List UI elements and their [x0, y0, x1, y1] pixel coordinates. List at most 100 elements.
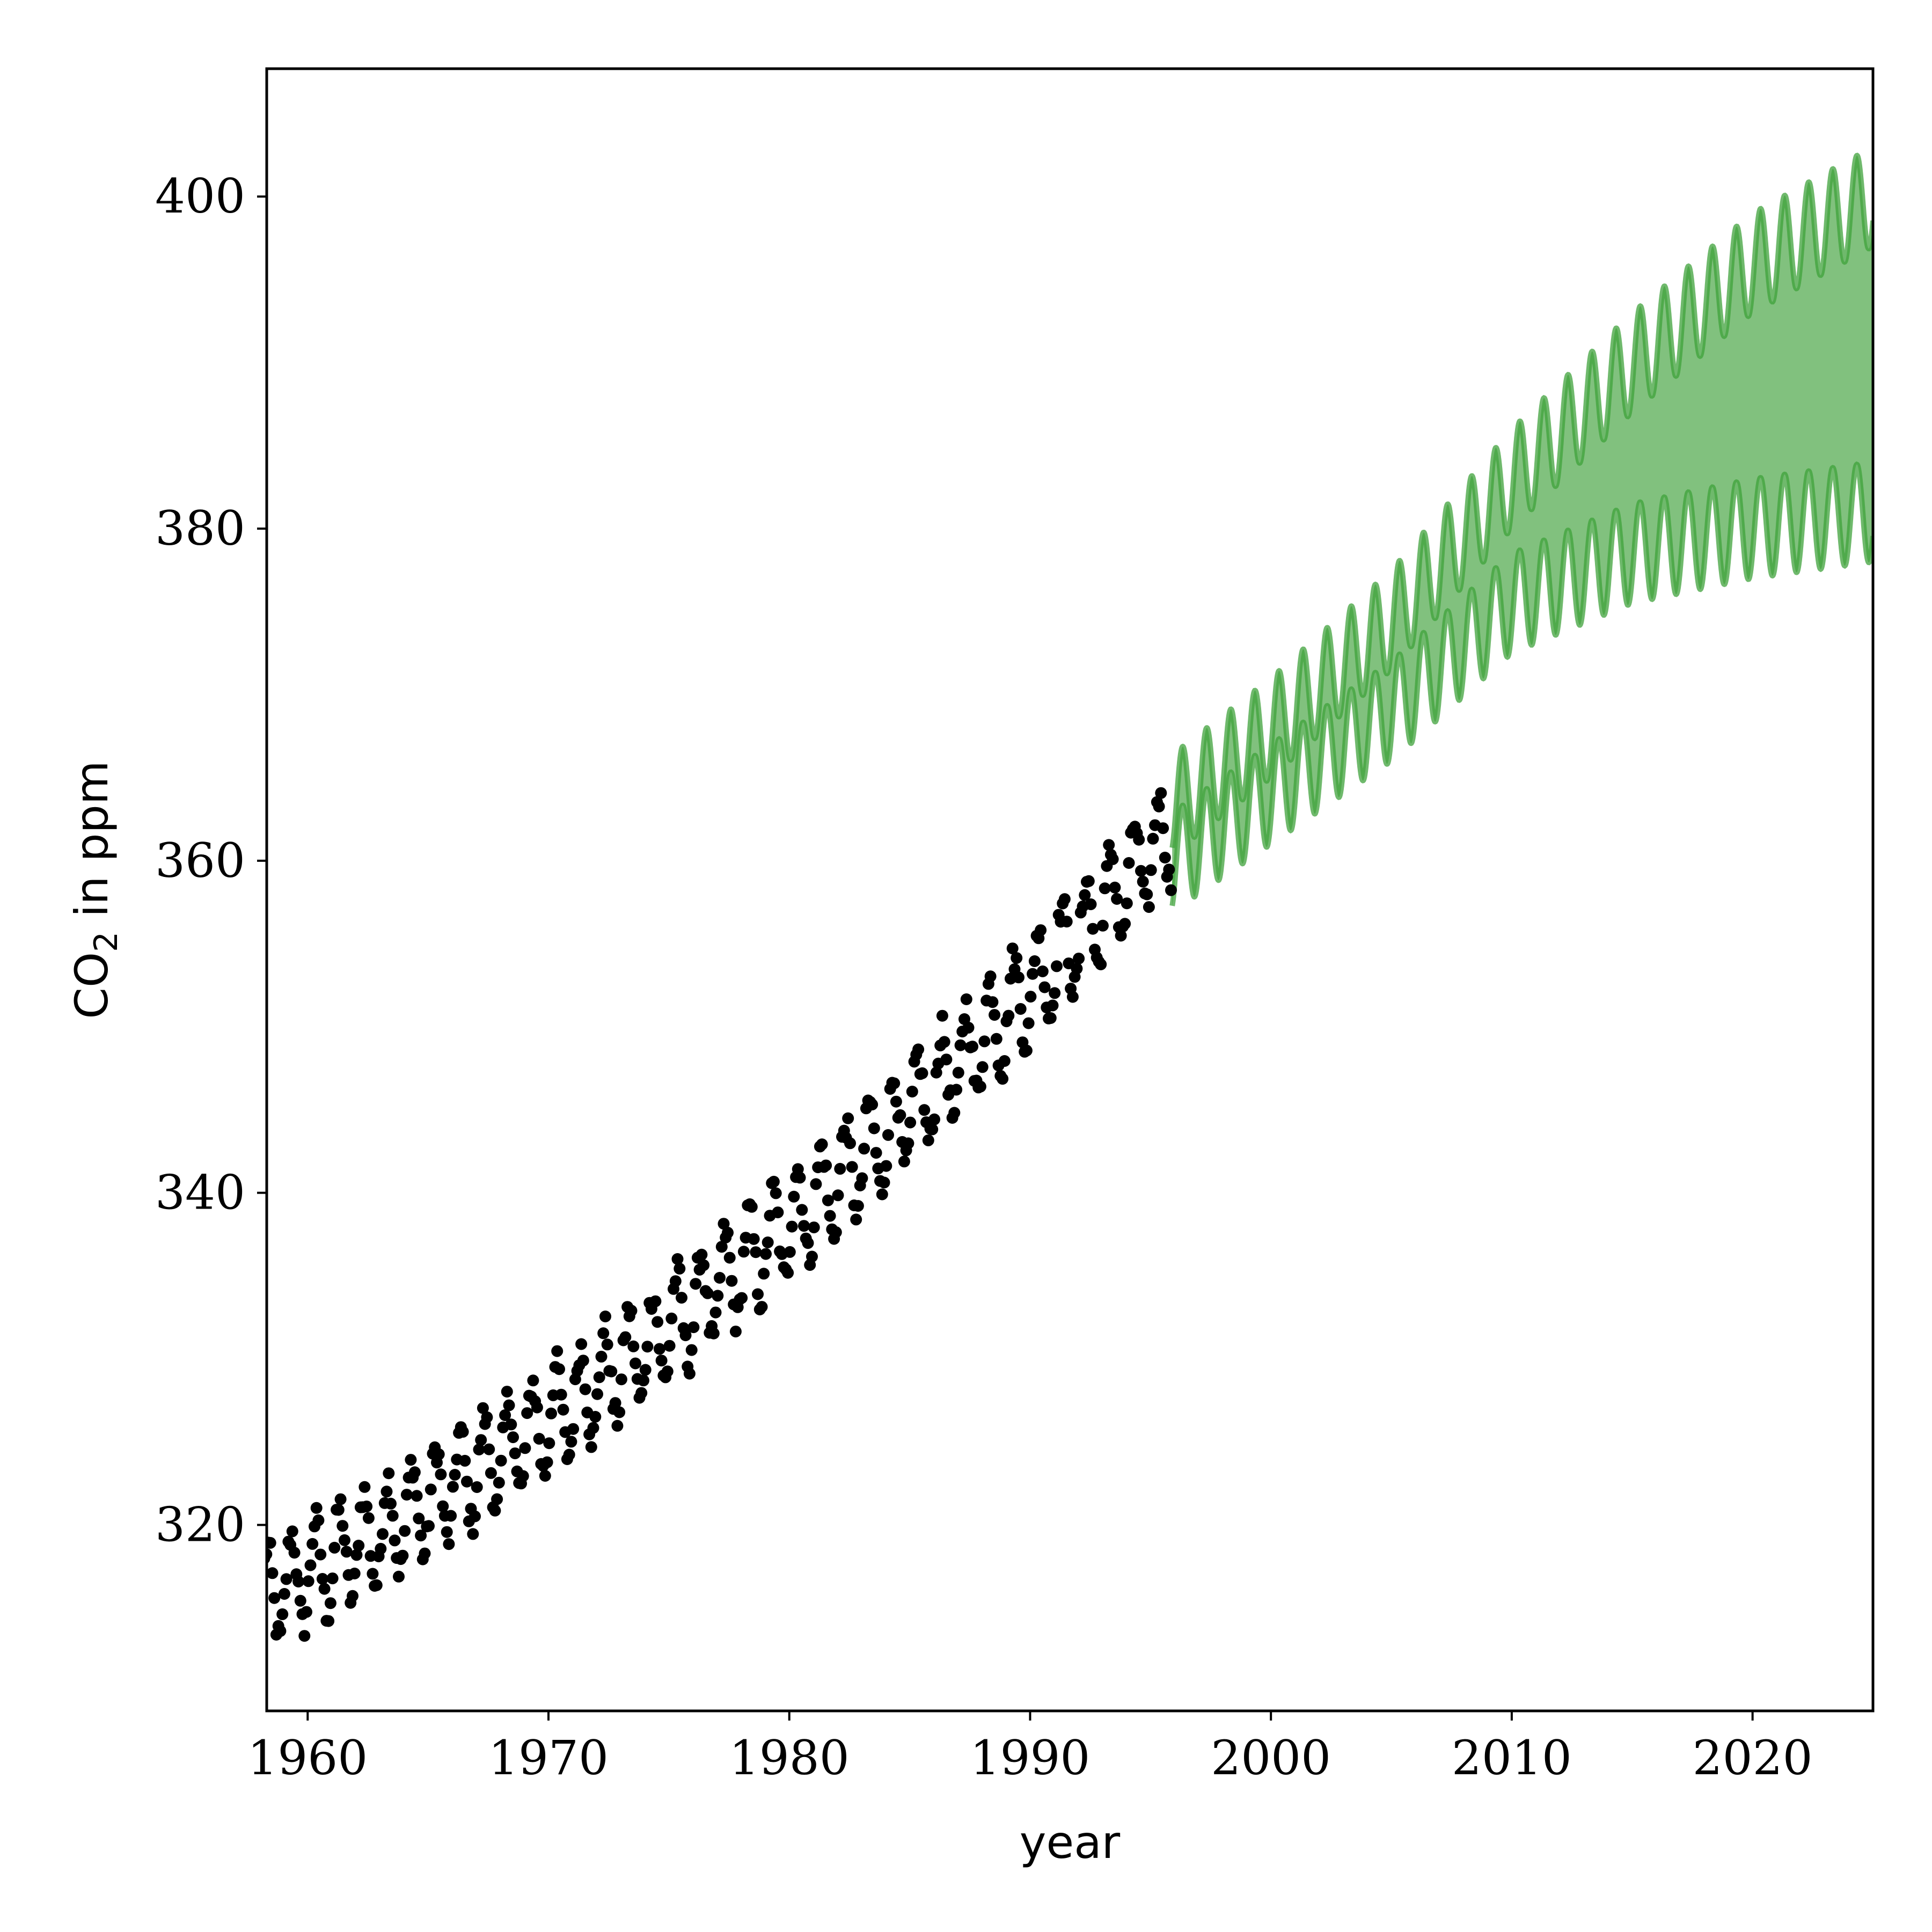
- observed-point: [756, 1301, 768, 1313]
- y-tick-label: 400: [155, 169, 245, 224]
- observed-point: [858, 1143, 870, 1155]
- observed-point: [1035, 924, 1047, 936]
- observed-point: [491, 1493, 503, 1505]
- observed-point: [834, 1162, 846, 1175]
- observed-point: [663, 1340, 676, 1352]
- observed-point: [411, 1490, 423, 1502]
- observed-point: [268, 1592, 281, 1604]
- observed-point: [671, 1253, 684, 1265]
- observed-point: [1014, 1003, 1027, 1015]
- observed-point: [850, 1213, 862, 1226]
- observed-point: [714, 1272, 726, 1284]
- observed-point: [745, 1201, 758, 1213]
- observed-point: [469, 1510, 481, 1523]
- observed-point: [816, 1138, 828, 1151]
- observed-point: [619, 1331, 632, 1343]
- observed-point: [1159, 852, 1171, 863]
- observed-point: [701, 1287, 714, 1299]
- observed-point: [425, 1483, 437, 1496]
- observed-point: [527, 1374, 539, 1387]
- observed-point: [280, 1573, 292, 1585]
- observed-point: [846, 1161, 858, 1173]
- observed-point: [639, 1364, 652, 1376]
- observed-point: [370, 1579, 383, 1591]
- observed-point: [503, 1399, 515, 1411]
- observed-point: [328, 1541, 341, 1554]
- observed-point: [383, 1467, 395, 1480]
- observed-point: [866, 1099, 879, 1111]
- y-axis-ticks: 320 340 360 380 400: [155, 169, 267, 1552]
- observed-point: [613, 1406, 626, 1418]
- observed-point: [318, 1583, 331, 1595]
- observed-point: [507, 1431, 519, 1444]
- observed-point: [577, 1355, 589, 1367]
- observed-point: [888, 1077, 901, 1089]
- observed-point: [679, 1329, 692, 1342]
- observed-point: [1011, 952, 1023, 964]
- observed-point: [350, 1549, 363, 1561]
- observed-point: [1147, 832, 1159, 845]
- observed-point: [1087, 923, 1099, 935]
- observed-point: [386, 1510, 399, 1522]
- observed-point: [306, 1538, 319, 1550]
- observed-point: [435, 1468, 447, 1481]
- y-tick-label: 360: [155, 833, 245, 888]
- observed-point: [974, 1080, 986, 1093]
- observed-point: [471, 1481, 483, 1493]
- observed-point: [304, 1559, 317, 1571]
- observed-point: [772, 1206, 784, 1219]
- observed-point: [750, 1246, 762, 1258]
- observed-point: [950, 1084, 963, 1096]
- observed-point: [906, 1086, 918, 1097]
- observed-point: [553, 1363, 565, 1375]
- observed-point: [557, 1403, 569, 1416]
- observed-point: [461, 1475, 473, 1488]
- observed-point: [599, 1311, 611, 1322]
- observed-point: [902, 1137, 914, 1150]
- observed-point: [1157, 822, 1169, 835]
- forecast-lower-line: [1169, 461, 1873, 906]
- observed-point: [340, 1546, 353, 1558]
- observed-point: [978, 1035, 991, 1048]
- observed-point: [1079, 889, 1091, 901]
- observed-point: [362, 1512, 375, 1524]
- observed-point: [998, 1055, 1011, 1067]
- observed-point: [1119, 918, 1131, 930]
- observed-point: [495, 1454, 507, 1467]
- observed-point: [1096, 919, 1109, 932]
- observed-point: [676, 1292, 687, 1304]
- observed-point: [1060, 916, 1073, 928]
- observed-point: [567, 1423, 580, 1435]
- observed-point: [473, 1444, 485, 1455]
- observed-point: [1145, 864, 1157, 876]
- observed-point: [752, 1288, 764, 1300]
- observed-point: [1022, 1017, 1035, 1029]
- observed-point: [1085, 898, 1097, 910]
- observed-point: [334, 1493, 347, 1505]
- observed-point: [1137, 875, 1149, 888]
- observed-point: [798, 1220, 810, 1232]
- observed-point: [286, 1525, 298, 1538]
- observed-point: [575, 1338, 588, 1350]
- observed-point: [611, 1419, 624, 1432]
- observed-point: [1046, 999, 1059, 1012]
- observed-point: [709, 1306, 722, 1319]
- x-tick-label: 1970: [488, 1730, 609, 1785]
- observed-point: [615, 1373, 627, 1386]
- observed-point: [824, 1210, 836, 1222]
- observed-point: [641, 1341, 654, 1353]
- observed-point: [1103, 839, 1115, 851]
- observed-point: [555, 1388, 567, 1401]
- observed-point: [326, 1572, 339, 1585]
- observed-point: [830, 1226, 842, 1239]
- observed-point: [485, 1467, 497, 1479]
- observed-point: [1038, 981, 1051, 993]
- observed-point: [625, 1305, 638, 1317]
- observed-point: [1133, 833, 1145, 846]
- x-tick-label: 1980: [729, 1730, 850, 1785]
- observed-point: [674, 1262, 686, 1275]
- observed-point: [882, 1129, 894, 1141]
- observed-point: [1024, 991, 1037, 1003]
- observed-point: [457, 1425, 469, 1438]
